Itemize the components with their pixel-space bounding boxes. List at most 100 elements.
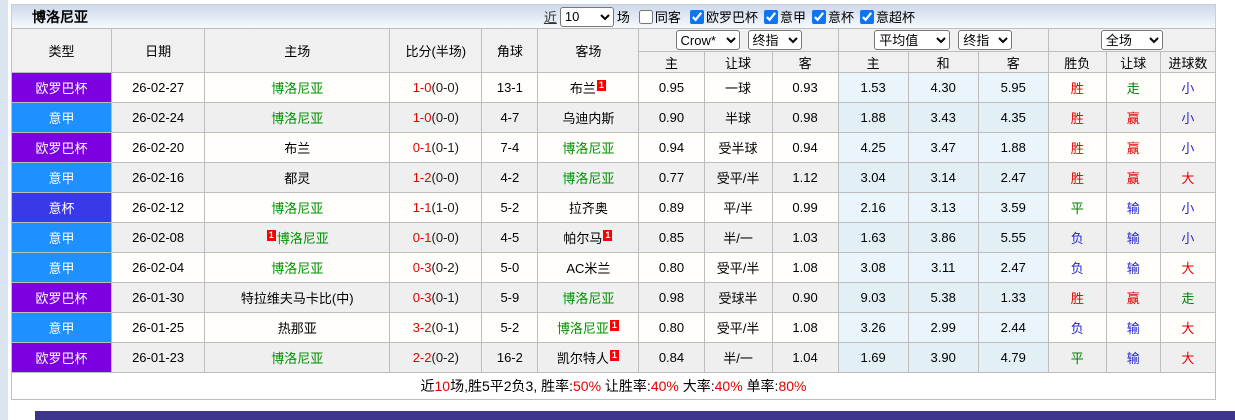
same-away-checkbox[interactable] [638, 9, 653, 24]
euro-away-odds: 5.55 [977, 222, 1049, 253]
euro-draw-odds: 4.30 [907, 72, 979, 103]
away-team-cell: 凯尔特人 1 [537, 342, 640, 373]
match-tbody: 欧罗巴杯 26-02-27 博洛尼亚 1-0(0-0) 13-1 布兰 1 0.95 一球 0.9… [10, 72, 1217, 373]
corner-count: 5-9 [481, 282, 539, 313]
away-team-cell: 帕尔马 1 [537, 222, 640, 253]
asia-handicap: 受平/半 [703, 312, 773, 343]
away-team-cell: 博洛尼亚 [537, 162, 640, 193]
summary-segment: 单率: [742, 378, 779, 394]
euro-home-odds: 1.63 [837, 222, 909, 253]
league-badge: 欧罗巴杯 [10, 132, 113, 163]
match-date: 26-02-20 [111, 132, 206, 163]
home-team-cell: 博洛尼亚 [204, 102, 391, 133]
match-date: 26-01-25 [111, 312, 206, 343]
euro-away-odds: 3.59 [977, 192, 1049, 223]
league-badge: 意甲 [10, 162, 113, 193]
result-goals: 小 [1159, 102, 1217, 133]
result-handicap: 输 [1105, 312, 1161, 343]
league-filter-label: 欧罗巴杯 [705, 10, 758, 25]
league-filter: 意杯 [806, 7, 854, 26]
team-name: 博洛尼亚 [271, 81, 324, 96]
summary-segment: 10 [434, 378, 451, 394]
result-winlose: 平 [1047, 192, 1107, 223]
asia-away-odds: 1.04 [771, 342, 839, 373]
asia-handicap: 半/一 [703, 342, 773, 373]
fulltime-score: 0-3 [412, 290, 432, 305]
score-cell: 1-1(1-0) [389, 192, 483, 223]
result-winlose: 负 [1047, 252, 1107, 283]
result-goals: 小 [1159, 132, 1217, 163]
asia-handicap: 平/半 [703, 192, 773, 223]
euro-home-odds: 3.08 [837, 252, 909, 283]
recent-count-select[interactable]: 10 [559, 6, 614, 27]
away-team-cell: 博洛尼亚 1 [537, 312, 640, 343]
result-goals: 小 [1159, 192, 1217, 223]
result-handicap: 赢 [1105, 132, 1161, 163]
fulltime-score: 2-2 [412, 350, 432, 365]
sub-header-row: 主 让球 客 主 和 客 胜负 让球 进球数 [12, 51, 1217, 73]
col-header-score: 比分(半场) [389, 28, 483, 73]
asia-home-odds: 0.84 [638, 342, 705, 373]
asia-away-odds: 1.08 [771, 312, 839, 343]
asia-handicap: 受平/半 [703, 252, 773, 283]
euro-source-select[interactable]: 平均值 [874, 30, 951, 50]
league-filter-checkbox-0[interactable] [689, 9, 704, 24]
league-badge: 欧罗巴杯 [10, 282, 113, 313]
col-header-goals-result: 进球数 [1159, 51, 1217, 73]
euro-home-odds: 9.03 [837, 282, 909, 313]
halftime-score: (0-0) [431, 80, 459, 95]
asia-home-odds: 0.95 [638, 72, 705, 103]
result-handicap: 赢 [1105, 102, 1161, 133]
league-filter: 意超杯 [854, 7, 915, 26]
summary-segment: 40% [714, 378, 743, 394]
league-filter-checkbox-3[interactable] [859, 9, 874, 24]
league-badge: 意杯 [10, 192, 113, 223]
summary-segment: 场,胜5平2负3, 胜率: [450, 378, 574, 394]
asia-away-odds: 0.93 [771, 72, 839, 103]
euro-draw-odds: 3.14 [907, 162, 979, 193]
result-handicap: 输 [1105, 222, 1161, 253]
scope-select[interactable]: 全场 [1100, 30, 1163, 50]
result-goals: 走 [1159, 282, 1217, 313]
odds-stage-select-2[interactable]: 终指 [958, 30, 1013, 50]
result-winlose: 胜 [1047, 162, 1107, 193]
result-goals: 小 [1159, 72, 1217, 103]
result-goals: 小 [1159, 222, 1217, 253]
recent-matches-link[interactable]: 近 [543, 10, 557, 25]
fulltime-score: 0-3 [412, 260, 432, 275]
fulltime-score: 1-2 [412, 170, 432, 185]
home-team-cell: 1 博洛尼亚 [204, 222, 391, 253]
euro-draw-odds: 3.90 [907, 342, 979, 373]
away-team-cell: 博洛尼亚 [537, 282, 640, 313]
fulltime-score: 0-1 [412, 230, 432, 245]
result-handicap: 走 [1105, 72, 1161, 103]
corner-count: 5-0 [481, 252, 539, 283]
team-name: 热那亚 [277, 321, 317, 336]
euro-home-odds: 1.88 [837, 102, 909, 133]
team-name: 凯尔特人 [556, 351, 609, 366]
result-goals: 大 [1159, 342, 1217, 373]
euro-away-odds: 2.44 [977, 312, 1049, 343]
col-header-euro-away: 客 [977, 51, 1049, 73]
euro-draw-odds: 3.11 [907, 252, 979, 283]
odds-source-select[interactable]: Crow* [675, 30, 740, 50]
euro-home-odds: 3.04 [837, 162, 909, 193]
asia-home-odds: 0.80 [638, 252, 705, 283]
league-filter-checkbox-1[interactable] [763, 9, 778, 24]
league-filter-checkbox-2[interactable] [811, 9, 826, 24]
team-name: 布兰 [569, 81, 596, 96]
asia-handicap: 受球半 [703, 282, 773, 313]
euro-draw-odds: 5.38 [907, 282, 979, 313]
summary-segment: 80% [778, 378, 807, 394]
result-handicap: 赢 [1105, 282, 1161, 313]
red-card-badge: 1 [266, 229, 276, 241]
asia-handicap: 半/一 [703, 222, 773, 253]
same-away-label: 同客 [654, 10, 681, 25]
euro-away-odds: 2.47 [977, 252, 1049, 283]
team-name: 博洛尼亚 [276, 231, 329, 246]
league-filter-label: 意甲 [779, 10, 806, 25]
euro-home-odds: 2.16 [837, 192, 909, 223]
odds-stage-select-1[interactable]: 终指 [747, 30, 802, 50]
team-name: 布兰 [284, 141, 311, 156]
red-card-badge: 1 [609, 319, 619, 331]
